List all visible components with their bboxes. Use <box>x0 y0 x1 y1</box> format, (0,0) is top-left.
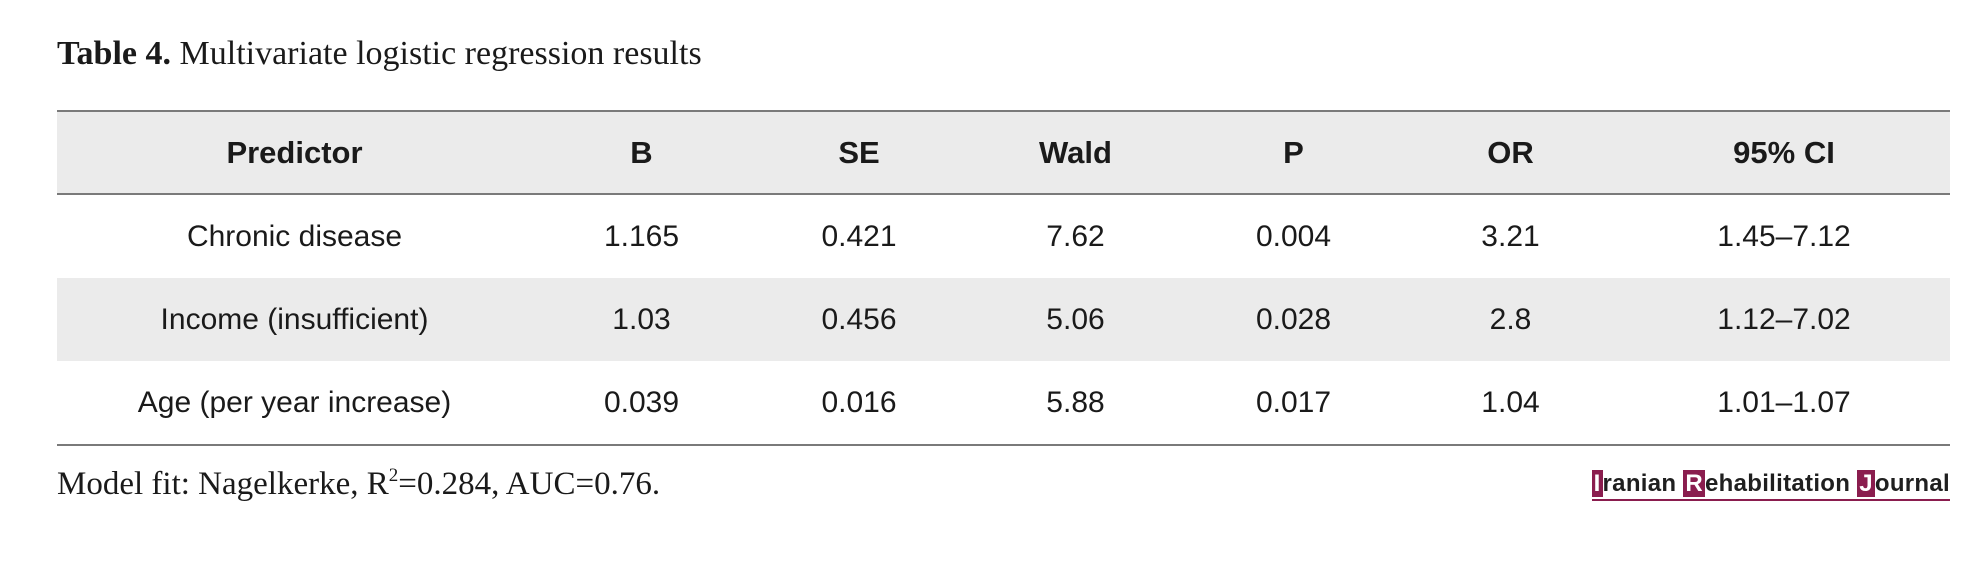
cell-predictor: Age (per year increase) <box>137 385 452 419</box>
cell-or: 1.04 <box>1481 385 1540 419</box>
cell-p: 0.004 <box>1255 219 1332 253</box>
table-row: Chronic disease 1.165 0.421 7.62 0.004 3… <box>57 194 1950 278</box>
logo-word-ournal: ournal <box>1874 470 1950 497</box>
logo-word-ehabilitation: ehabilitation <box>1704 470 1858 497</box>
footnote-suffix: =0.284, AUC=0.76. <box>398 466 661 502</box>
logo-initial-i: I <box>1591 470 1603 497</box>
table-caption: Table 4. Multivariate logistic regressio… <box>57 30 702 78</box>
caption-label: Table 4. <box>57 35 172 72</box>
cell-wald: 7.62 <box>1046 219 1105 253</box>
cell-b: 1.03 <box>612 302 671 336</box>
cell-se: 0.456 <box>821 302 897 336</box>
cell-se: 0.016 <box>821 385 897 419</box>
cell-or: 2.8 <box>1489 302 1532 336</box>
results-table-container: Predictor B SE Wald P OR 95% CI Chronic … <box>57 110 1950 446</box>
table-row: Age (per year increase) 0.039 0.016 5.88… <box>57 361 1950 445</box>
cell-ci: 1.01–1.07 <box>1717 385 1851 419</box>
header-ci: 95% CI <box>1733 134 1835 170</box>
cell-se: 0.421 <box>821 219 897 253</box>
header-se: SE <box>838 134 880 170</box>
cell-p: 0.028 <box>1255 302 1332 336</box>
header-predictor: Predictor <box>226 134 363 170</box>
cell-ci: 1.12–7.02 <box>1717 302 1851 336</box>
cell-b: 1.165 <box>603 219 680 253</box>
header-p: P <box>1283 134 1304 170</box>
table-row: Income (insufficient) 1.03 0.456 5.06 0.… <box>57 278 1950 361</box>
footnote-superscript: 2 <box>388 465 399 486</box>
header-wald: Wald <box>1039 134 1112 170</box>
model-fit-footnote: Model fit: Nagelkerke, R2=0.284, AUC=0.7… <box>57 462 660 506</box>
header-b: B <box>630 134 653 170</box>
cell-b: 0.039 <box>603 385 680 419</box>
results-table: Predictor B SE Wald P OR 95% CI Chronic … <box>57 110 1950 446</box>
cell-predictor: Income (insufficient) <box>160 302 429 336</box>
caption-title: Multivariate logistic regression results <box>179 35 702 72</box>
footnote-prefix: Model fit: Nagelkerke, R <box>57 466 389 502</box>
journal-logo: Iranian Rehabilitation Journal <box>1591 470 1950 501</box>
cell-predictor: Chronic disease <box>186 219 403 253</box>
header-or: OR <box>1487 134 1534 170</box>
cell-or: 3.21 <box>1481 219 1540 253</box>
logo-initial-r: R <box>1683 470 1705 497</box>
table-header-row: Predictor B SE Wald P OR 95% CI <box>57 111 1950 194</box>
cell-p: 0.017 <box>1255 385 1332 419</box>
logo-initial-j: J <box>1857 470 1875 497</box>
cell-wald: 5.88 <box>1046 385 1105 419</box>
cell-wald: 5.06 <box>1046 302 1105 336</box>
logo-word-ranian: ranian <box>1602 470 1684 497</box>
cell-ci: 1.45–7.12 <box>1717 219 1851 253</box>
